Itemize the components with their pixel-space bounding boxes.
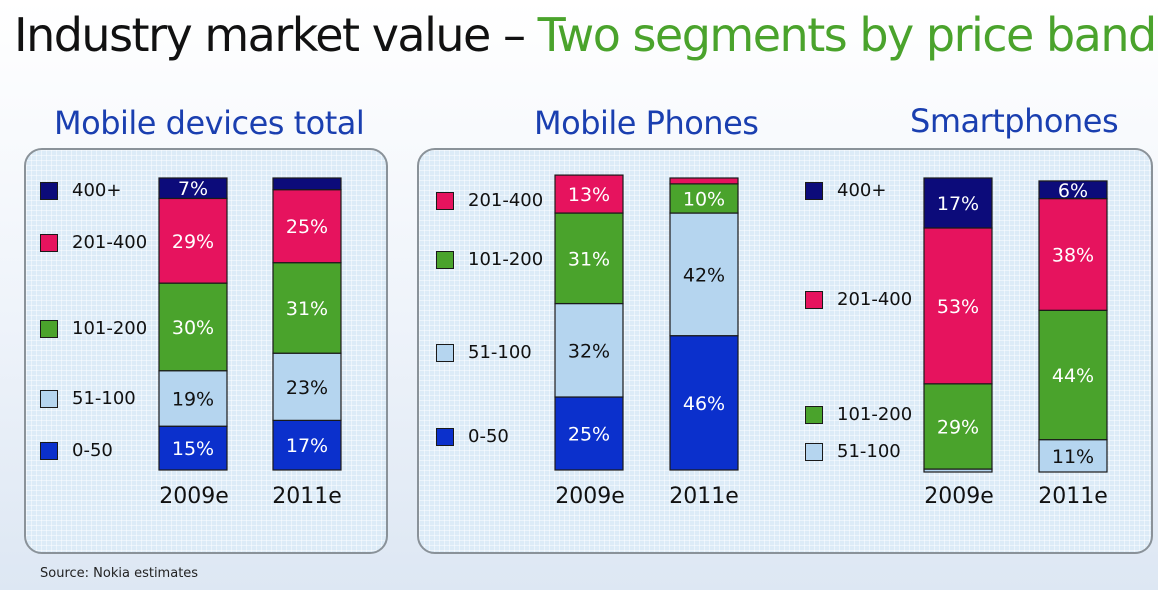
- data-label-1-2011e-101-200: 10%: [683, 188, 725, 210]
- bar-segment-0-2009e-51-100: [158, 370, 228, 427]
- legend-label-2-101-200: 101-200: [837, 404, 913, 425]
- legend-label-2-201-400: 201-400: [837, 289, 913, 310]
- data-label-2-2011e-400+: 6%: [1058, 180, 1088, 202]
- legend-swatch-2-51-100: [805, 443, 823, 461]
- data-label-2-2009e-400+: 17%: [937, 193, 979, 215]
- x-tick-devices-2009e: 2009e: [159, 484, 229, 509]
- bar-segment-0-2009e-101-200: [158, 282, 228, 372]
- legend-label-1-0-50: 0-50: [468, 426, 509, 447]
- x-tick-phones-2009e: 2009e: [555, 484, 625, 509]
- legend-swatch-1-51-100: [436, 344, 454, 362]
- bar-segment-2-2009e-101-200: [923, 383, 993, 470]
- legend-label-0-400+: 400+: [72, 180, 122, 201]
- title-main: Industry market value –: [14, 8, 538, 62]
- legend-swatch-0-101-200: [40, 320, 58, 338]
- bar-segment-0-2009e-201-400: [158, 197, 228, 284]
- legend-label-0-51-100: 51-100: [72, 388, 136, 409]
- legend-label-1-51-100: 51-100: [468, 342, 532, 363]
- panel-title-smartphones: Smartphones: [910, 102, 1119, 140]
- bar-segment-2-2011e-101-200: [1038, 309, 1108, 441]
- data-label-2-2011e-101-200: 44%: [1052, 365, 1094, 387]
- bar-segment-0-2009e-0-50: [158, 425, 228, 471]
- legend-swatch-0-201-400: [40, 234, 58, 252]
- legend-swatch-1-0-50: [436, 428, 454, 446]
- bar-segment-1-2009e-101-200: [554, 212, 624, 305]
- legend-label-1-101-200: 101-200: [468, 249, 544, 270]
- data-label-0-2011e-51-100: 23%: [286, 377, 328, 399]
- x-tick-devices-2011e: 2011e: [272, 484, 342, 509]
- bar-segment-0-2009e-400+: [158, 177, 228, 200]
- data-label-0-2011e-101-200: 31%: [286, 298, 328, 320]
- bar-segment-2-2011e-51-100: [1038, 439, 1108, 473]
- legend-swatch-0-400+: [40, 182, 58, 200]
- bar-segment-0-2011e-51-100: [272, 352, 342, 421]
- title-highlight: Two segments by price band: [537, 8, 1158, 62]
- legend-swatch-1-101-200: [436, 251, 454, 269]
- bar-segment-1-2009e-51-100: [554, 302, 624, 398]
- data-label-1-2009e-0-50: 25%: [568, 424, 610, 446]
- bar-segment-0-2011e-400+: [272, 177, 342, 191]
- x-tick-smartphones-2009e: 2009e: [924, 484, 994, 509]
- legend-label-2-400+: 400+: [837, 180, 887, 201]
- bar-segment-1-2011e-0-50: [669, 335, 739, 471]
- panel-title-phones: Mobile Phones: [534, 104, 759, 142]
- legend-swatch-1-201-400: [436, 192, 454, 210]
- x-tick-phones-2011e: 2011e: [669, 484, 739, 509]
- data-label-1-2009e-201-400: 13%: [568, 184, 610, 206]
- legend-label-0-201-400: 201-400: [72, 232, 148, 253]
- data-label-1-2011e-51-100: 42%: [683, 264, 725, 286]
- data-label-2-2009e-201-400: 53%: [937, 296, 979, 318]
- legend-label-0-101-200: 101-200: [72, 318, 148, 339]
- legend-swatch-0-0-50: [40, 442, 58, 460]
- data-label-0-2009e-201-400: 29%: [172, 231, 214, 253]
- bar-segment-1-2011e-201-400: [669, 177, 739, 185]
- data-label-1-2009e-101-200: 31%: [568, 248, 610, 270]
- data-label-2-2009e-101-200: 29%: [937, 416, 979, 438]
- data-label-0-2009e-0-50: 15%: [172, 438, 214, 460]
- data-label-2-2011e-51-100: 11%: [1052, 446, 1094, 468]
- panel-phones-smartphones: [417, 148, 1153, 554]
- bar-segment-0-2011e-0-50: [272, 419, 342, 471]
- legend-swatch-2-400+: [805, 182, 823, 200]
- data-label-0-2009e-101-200: 30%: [172, 317, 214, 339]
- data-label-0-2011e-201-400: 25%: [286, 216, 328, 238]
- legend-label-1-201-400: 201-400: [468, 190, 544, 211]
- bar-segment-0-2011e-101-200: [272, 262, 342, 354]
- data-label-0-2009e-400+: 7%: [178, 178, 208, 200]
- data-label-0-2009e-51-100: 19%: [172, 388, 214, 410]
- legend-swatch-0-51-100: [40, 390, 58, 408]
- bar-segment-2-2011e-400+: [1038, 180, 1108, 200]
- bar-segment-2-2011e-201-400: [1038, 197, 1108, 311]
- panel-title-devices: Mobile devices total: [54, 104, 365, 142]
- page-title: Industry market value – Two segments by …: [14, 8, 1158, 62]
- x-tick-smartphones-2011e: 2011e: [1038, 484, 1108, 509]
- bar-segment-2-2009e-400+: [923, 177, 993, 229]
- legend-swatch-2-201-400: [805, 291, 823, 309]
- bar-segment-2-2009e-201-400: [923, 227, 993, 385]
- source-note: Source: Nokia estimates: [40, 566, 199, 581]
- data-label-1-2009e-51-100: 32%: [568, 340, 610, 362]
- legend-swatch-2-101-200: [805, 406, 823, 424]
- bar-segment-1-2011e-51-100: [669, 212, 739, 337]
- data-label-1-2011e-0-50: 46%: [683, 393, 725, 415]
- data-label-0-2011e-0-50: 17%: [286, 435, 328, 457]
- bar-segment-1-2009e-201-400: [554, 174, 624, 214]
- legend-label-0-0-50: 0-50: [72, 440, 113, 461]
- legend-label-2-51-100: 51-100: [837, 441, 901, 462]
- data-label-2-2011e-201-400: 38%: [1052, 244, 1094, 266]
